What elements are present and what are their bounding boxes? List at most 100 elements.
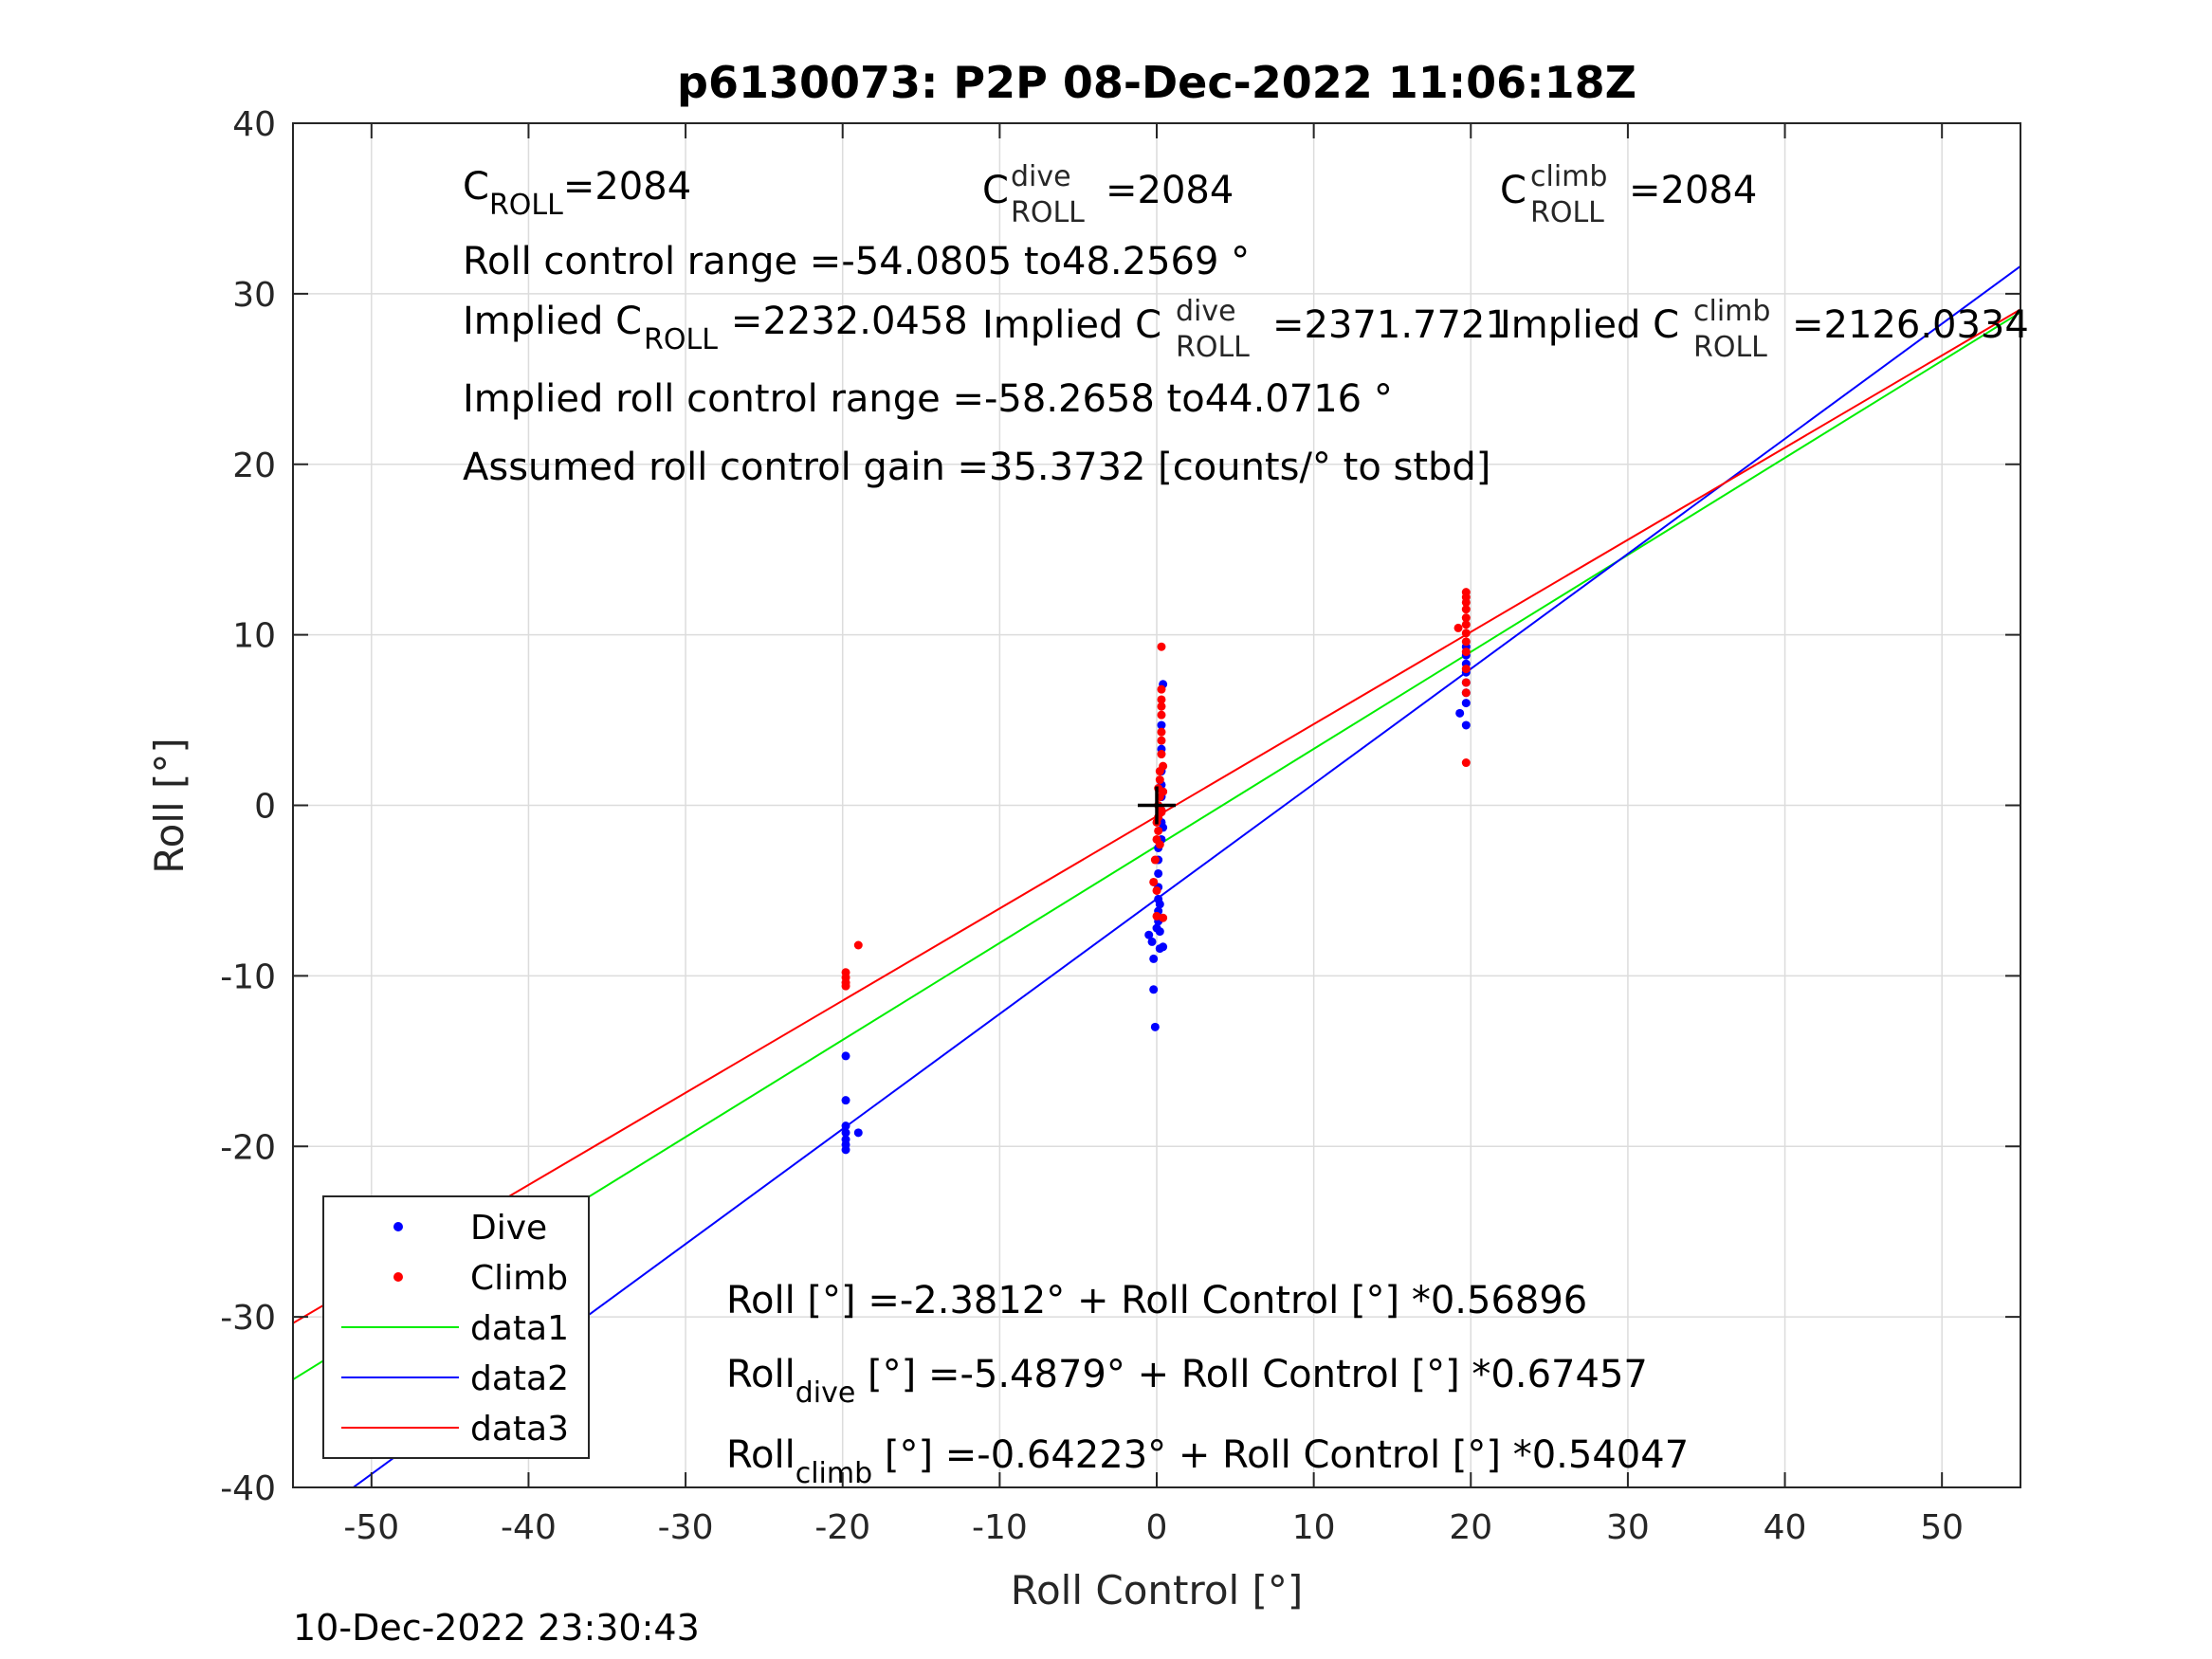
x-tick-label: -20	[814, 1508, 870, 1547]
climb-point	[1453, 623, 1463, 632]
x-tick-label: 10	[1292, 1508, 1336, 1547]
data-points	[841, 588, 1471, 1155]
implied-c-roll: Implied CROLL =2232.0458	[463, 300, 968, 356]
axis-ticks: -50 -40 -30 -20 -10 0 10 20 30 40 50 -40 -30 -20 -10 0 1…	[220, 105, 2020, 1547]
c-roll-dive-value: =2084	[1106, 169, 1234, 212]
y-tick-label: -20	[220, 1128, 276, 1167]
climb-point	[1157, 684, 1166, 694]
dive-point	[1154, 868, 1163, 878]
implied-c-roll-dive: Implied C	[982, 303, 1161, 347]
climb-point	[1461, 637, 1471, 647]
y-tick-label: 40	[232, 105, 276, 144]
climb-point	[1461, 688, 1471, 698]
climb-point	[1461, 665, 1471, 674]
dive-point	[1149, 985, 1159, 994]
x-tick-label: -30	[658, 1508, 714, 1547]
y-tick-label: -30	[220, 1299, 276, 1338]
x-tick-label: 40	[1764, 1508, 1807, 1547]
x-tick-label: -10	[972, 1508, 1028, 1547]
fit-line-data2	[352, 265, 2021, 1488]
climb-point	[1461, 605, 1471, 614]
legend: Dive Climb data1 data2 data3	[322, 1195, 590, 1459]
legend-climb-label: Climb	[470, 1259, 568, 1298]
c-roll-dive-sub: ROLL	[1011, 196, 1085, 229]
legend-data3-label: data3	[470, 1410, 569, 1449]
render-timestamp: 10-Dec-2022 23:30:43	[293, 1607, 700, 1649]
c-roll-dive-sup: dive	[1011, 160, 1071, 193]
dive-point	[1159, 942, 1168, 952]
implied-c-roll-climb-sup: climb	[1693, 295, 1770, 328]
climb-point	[1157, 642, 1166, 651]
x-axis-label: Roll Control [°]	[1011, 1567, 1304, 1613]
dive-point	[1455, 708, 1465, 718]
assumed-roll-control-gain: Assumed roll control gain =35.3732 [coun…	[463, 446, 1490, 489]
climb-point	[1157, 736, 1166, 745]
dive-point	[1461, 720, 1471, 730]
climb-point	[1461, 613, 1471, 623]
dive-point	[841, 1096, 850, 1105]
roll-control-range: Roll control range =-54.0805 to48.2569 °	[463, 240, 1250, 283]
implied-c-roll-climb-sub: ROLL	[1693, 331, 1767, 364]
climb-point	[1159, 761, 1168, 771]
climb-point	[1157, 695, 1166, 704]
climb-point	[1461, 629, 1471, 638]
c-roll-climb-annotation: C	[1500, 169, 1526, 212]
climb-point	[1155, 775, 1164, 785]
climb-point	[1461, 588, 1471, 597]
dive-point	[1149, 954, 1159, 963]
climb-point	[1154, 826, 1163, 835]
climb-point	[1159, 913, 1168, 922]
x-tick-label: 20	[1449, 1508, 1492, 1547]
climb-point	[1150, 855, 1160, 865]
climb-point	[1461, 647, 1471, 657]
implied-c-roll-dive-sup: dive	[1176, 295, 1236, 328]
implied-c-roll-climb: Implied C	[1500, 303, 1679, 347]
climb-point	[1157, 806, 1166, 815]
y-axis-label: Roll [°]	[146, 738, 192, 873]
implied-c-roll-dive-sub: ROLL	[1176, 331, 1250, 364]
dive-point	[841, 1128, 850, 1138]
climb-point	[841, 981, 850, 991]
y-tick-label: 0	[254, 788, 276, 827]
climb-point	[1159, 787, 1168, 796]
c-roll-climb-sup: climb	[1530, 160, 1607, 193]
climb-point	[1152, 885, 1161, 895]
implied-c-roll-dive-value: =2371.7721	[1272, 303, 1509, 347]
dive-point	[1461, 699, 1471, 708]
x-tick-label: 0	[1146, 1508, 1168, 1547]
dive-point	[1150, 1022, 1160, 1031]
dive-point	[1155, 927, 1164, 937]
climb-point	[1461, 758, 1471, 768]
climb-point	[1149, 877, 1159, 886]
dive-point	[853, 1128, 863, 1138]
climb-point	[1155, 840, 1164, 849]
chart-title: p6130073: P2P 08-Dec-2022 11:06:18Z	[677, 57, 1636, 108]
climb-point	[1157, 702, 1166, 711]
c-roll-annotation: CROLL=2084	[463, 165, 691, 222]
legend-dive-marker	[393, 1222, 403, 1231]
climb-point	[1461, 620, 1471, 629]
x-tick-label: 50	[1920, 1508, 1964, 1547]
climb-point	[1157, 727, 1166, 737]
implied-roll-control-range: Implied roll control range =-58.2658 to4…	[463, 377, 1393, 421]
dive-point	[841, 1121, 850, 1131]
dive-point	[1155, 900, 1164, 909]
dive-point	[1147, 937, 1157, 946]
dive-point	[841, 1051, 850, 1061]
climb-point	[1157, 710, 1166, 720]
climb-point	[1461, 678, 1471, 687]
y-tick-label: 10	[232, 617, 276, 656]
fit-equation-dive: Rolldive [°] =-5.4879° + Roll Control [°…	[726, 1353, 1648, 1410]
c-roll-dive-annotation: C	[982, 169, 1009, 212]
c-roll-climb-value: =2084	[1629, 169, 1757, 212]
dive-point	[1144, 930, 1154, 939]
y-tick-label: -40	[220, 1469, 276, 1508]
x-tick-label: 30	[1606, 1508, 1650, 1547]
fit-equation-climb: Rollclimb [°] =-0.64223° + Roll Control …	[726, 1433, 1689, 1490]
x-tick-label: -50	[343, 1508, 399, 1547]
origin-marker	[1138, 786, 1176, 825]
implied-c-roll-climb-value: =2126.0334	[1792, 303, 2029, 347]
legend-data1-label: data1	[470, 1309, 569, 1348]
y-tick-label: -10	[220, 957, 276, 996]
